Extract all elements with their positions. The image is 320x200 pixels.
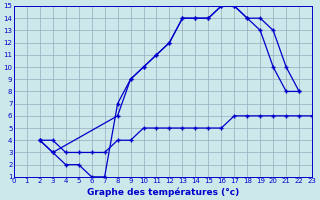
X-axis label: Graphe des températures (°c): Graphe des températures (°c) xyxy=(87,187,239,197)
